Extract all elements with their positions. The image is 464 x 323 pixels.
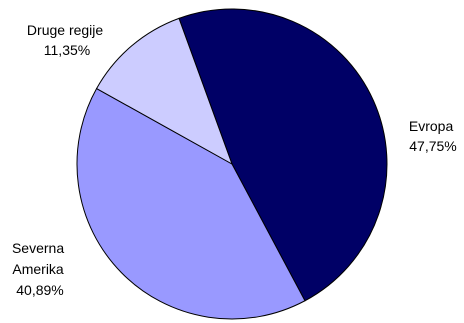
slice-name-severna-amerika-line2: Amerika xyxy=(12,261,64,277)
pie-slices xyxy=(76,8,388,320)
slice-name-evropa: Evropa xyxy=(409,118,454,134)
pie-slice-severna-amerika xyxy=(76,87,306,320)
slice-name-druge-regije: Druge regije xyxy=(27,22,103,38)
slice-value-evropa: 47,75% xyxy=(409,138,456,154)
pie-slice-evropa xyxy=(178,8,388,302)
slice-label-druge-regije: Druge regije 11,35% xyxy=(27,22,107,58)
pie-slice-druge-regije xyxy=(95,17,233,166)
slice-name-severna-amerika-line1: Severna xyxy=(12,240,64,256)
slice-label-evropa: Evropa 47,75% xyxy=(409,118,457,154)
slice-value-druge-regije: 11,35% xyxy=(44,42,90,58)
slice-label-severna-amerika: Severna Amerika 40,89% xyxy=(12,240,68,298)
slice-value-severna-amerika: 40,89% xyxy=(16,282,63,298)
